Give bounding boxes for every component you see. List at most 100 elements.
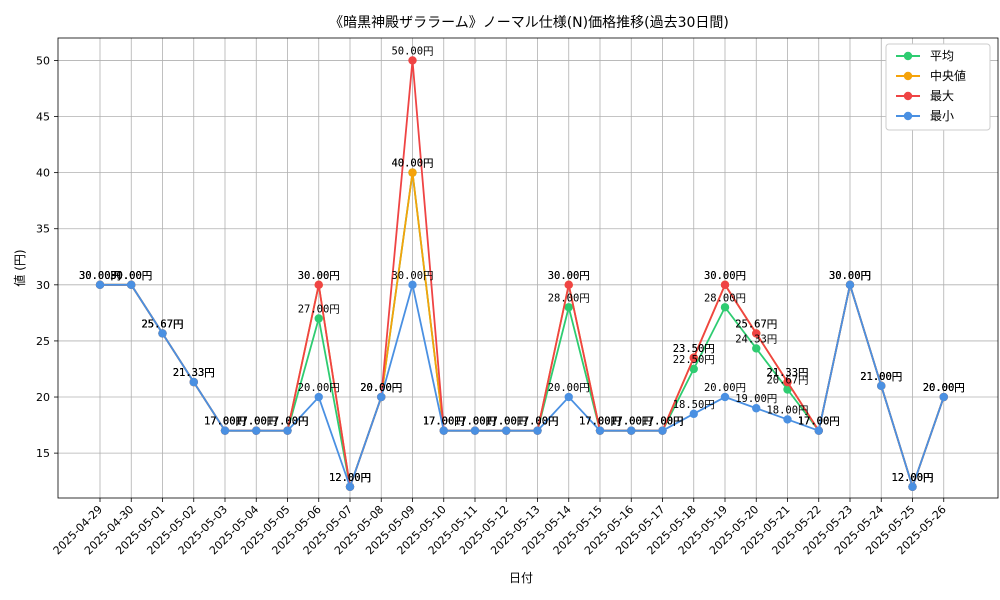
- data-label: 40.00円: [391, 158, 433, 170]
- data-label: 17.00円: [266, 416, 308, 428]
- chart-title: 《暗黒神殿ザララーム》ノーマル仕様(N)価格推移(過去30日間): [329, 15, 729, 31]
- legend-box: [885, 43, 991, 131]
- series-line: [100, 172, 945, 491]
- y-tick-label: 15: [36, 447, 50, 460]
- data-label: 30.00円: [79, 270, 121, 282]
- data-point: [158, 329, 167, 338]
- data-point: [658, 426, 667, 435]
- data-point: [689, 409, 698, 419]
- data-point: [939, 392, 948, 402]
- data-label: 30.00円: [829, 270, 871, 282]
- data-label: 17.00円: [235, 416, 277, 428]
- data-label: 19.00円: [735, 393, 777, 405]
- data-label: 12.00円: [329, 472, 371, 484]
- data-label: 12.00円: [891, 472, 933, 484]
- data-label: 17.00円: [204, 416, 246, 428]
- data-label: 21.33円: [766, 367, 808, 379]
- series-line: [100, 172, 945, 490]
- legend-label: 中央値: [930, 68, 966, 83]
- data-label: 18.50円: [673, 399, 715, 411]
- data-label: 30.00円: [298, 270, 340, 282]
- data-point: [752, 329, 761, 338]
- data-point: [408, 168, 417, 177]
- data-label: 25.67円: [141, 318, 183, 330]
- data-point: [564, 280, 573, 290]
- data-label: 17.00円: [579, 416, 621, 428]
- data-label: 21.33円: [766, 367, 808, 379]
- data-point: [314, 280, 323, 290]
- data-label: 12.00円: [329, 472, 371, 484]
- data-point: [783, 385, 792, 394]
- legend-label: 平均: [930, 49, 954, 63]
- data-label: 20.00円: [923, 382, 965, 394]
- plot-frame: [57, 37, 999, 499]
- series-line: [100, 281, 945, 490]
- data-label: 20.00円: [298, 382, 340, 394]
- data-label: 17.00円: [798, 416, 840, 428]
- data-point: [220, 426, 230, 435]
- data-label: 17.00円: [204, 416, 246, 428]
- data-point: [689, 353, 698, 362]
- legend-label: 最小: [930, 109, 954, 123]
- data-label: 12.00円: [891, 472, 933, 484]
- data-label: 25.67円: [141, 318, 183, 330]
- data-point: [720, 303, 730, 312]
- data-point: [783, 415, 792, 424]
- y-tick-label: 50: [36, 54, 50, 67]
- data-point: [564, 303, 573, 312]
- data-label: 28.00円: [704, 292, 746, 304]
- data-point: [533, 426, 542, 435]
- data-point: [127, 280, 136, 290]
- data-label: 17.00円: [423, 416, 465, 428]
- data-label: 17.00円: [454, 416, 496, 428]
- data-label: 17.00円: [579, 416, 621, 428]
- data-point: [252, 426, 261, 435]
- data-label: 17.00円: [266, 416, 308, 428]
- data-label: 21.00円: [860, 371, 902, 383]
- y-tick-label: 45: [36, 111, 50, 124]
- data-point: [95, 280, 105, 290]
- data-label: 30.00円: [79, 270, 121, 282]
- data-point: [283, 426, 292, 435]
- data-label: 20.00円: [360, 382, 402, 394]
- data-point: [314, 314, 323, 323]
- data-label: 30.00円: [704, 270, 746, 282]
- data-label: 23.50円: [673, 343, 715, 355]
- data-label: 50.00円: [391, 45, 433, 57]
- data-point: [720, 280, 730, 290]
- data-label: 21.33円: [173, 367, 215, 379]
- data-label: 17.00円: [235, 416, 277, 428]
- data-point: [752, 344, 761, 353]
- data-label: 17.00円: [610, 416, 652, 428]
- data-label: 30.00円: [704, 270, 746, 282]
- data-point: [908, 482, 917, 491]
- data-label: 17.00円: [798, 416, 840, 428]
- data-label: 17.00円: [485, 416, 527, 428]
- legend-marker: [903, 51, 913, 61]
- data-label: 21.00円: [860, 371, 902, 383]
- data-label: 20.00円: [548, 382, 590, 394]
- data-point: [814, 426, 823, 435]
- data-point: [595, 426, 605, 435]
- data-label: 17.00円: [798, 416, 840, 428]
- data-label: 25.67円: [735, 318, 777, 330]
- data-label: 18.00円: [766, 404, 808, 416]
- data-label: 30.00円: [829, 270, 871, 282]
- data-label: 17.00円: [579, 416, 621, 428]
- data-label: 17.00円: [516, 416, 558, 428]
- data-label: 21.33円: [173, 367, 215, 379]
- data-label: 30.00円: [548, 270, 590, 282]
- data-label: 20.00円: [923, 382, 965, 394]
- data-label: 21.33円: [173, 367, 215, 379]
- data-label: 30.00円: [829, 270, 871, 282]
- data-label: 17.00円: [235, 416, 277, 428]
- data-point: [408, 56, 417, 65]
- data-point: [783, 377, 792, 387]
- data-point: [689, 364, 698, 374]
- data-point: [314, 392, 323, 402]
- data-label: 25.67円: [735, 318, 777, 330]
- data-label: 30.00円: [110, 270, 152, 282]
- x-axis-label: 日付: [509, 571, 533, 585]
